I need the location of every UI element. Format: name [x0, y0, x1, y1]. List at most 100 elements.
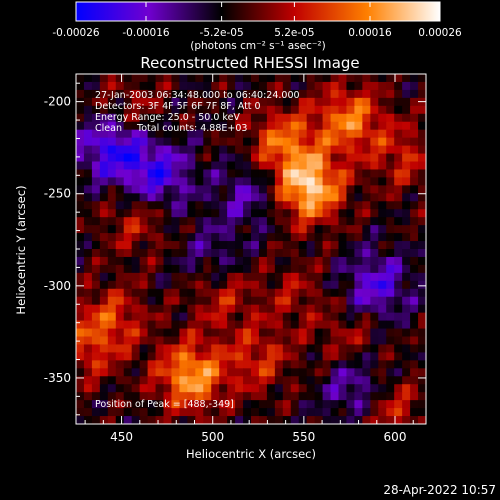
heatmap-cell: [227, 376, 236, 385]
heatmap-cell: [171, 145, 180, 155]
heatmap-cell: [179, 233, 188, 242]
heatmap-cell: [306, 376, 316, 385]
heatmap-cell: [418, 320, 426, 330]
heatmap-cell: [330, 129, 340, 139]
heatmap-cell: [227, 225, 236, 234]
heatmap-cell: [314, 336, 324, 346]
heatmap-cell: [282, 296, 292, 306]
heatmap-cell: [139, 328, 149, 338]
heatmap-cell: [123, 169, 133, 178]
heatmap-cell: [179, 177, 188, 186]
heatmap-cell: [410, 384, 419, 393]
heatmap-cell: [147, 217, 157, 226]
heatmap-cell: [155, 177, 165, 186]
heatmap-cell: [243, 145, 252, 155]
heatmap-cell: [378, 264, 387, 274]
heatmap-cell: [195, 408, 204, 417]
heatmap-cell: [354, 368, 363, 377]
heatmap-cell: [107, 288, 117, 298]
heatmap-cell: [266, 352, 276, 361]
heatmap-cell: [131, 264, 141, 274]
heatmap-cell: [163, 113, 173, 123]
heatmap-cell: [362, 328, 371, 338]
heatmap-cell: [147, 256, 157, 266]
heatmap-cell: [83, 81, 93, 91]
heatmap-cell: [131, 233, 141, 242]
heatmap-cell: [211, 193, 220, 202]
heatmap-cell: [314, 225, 324, 234]
heatmap-cell: [306, 408, 316, 417]
heatmap-cell: [410, 177, 419, 186]
heatmap-cell: [163, 344, 173, 353]
heatmap-cell: [115, 97, 125, 107]
heatmap-cell: [338, 105, 348, 115]
heatmap-cell: [147, 113, 157, 123]
heatmap-cell: [107, 400, 117, 409]
heatmap-cell: [282, 272, 292, 282]
heatmap-cell: [306, 97, 316, 107]
heatmap-cell: [314, 249, 324, 258]
heatmap-cell: [91, 241, 101, 250]
heatmap-cell: [266, 264, 276, 274]
heatmap-cell: [338, 209, 348, 218]
heatmap-cell: [107, 312, 117, 322]
heatmap-cell: [314, 368, 324, 377]
heatmap-cell: [115, 249, 125, 258]
heatmap-cell: [91, 360, 101, 369]
heatmap-cell: [394, 296, 403, 306]
heatmap-cell: [131, 137, 141, 147]
heatmap-cell: [306, 336, 316, 346]
heatmap-cell: [115, 137, 125, 147]
heatmap-cell: [235, 312, 244, 322]
heatmap-cell: [354, 264, 363, 274]
heatmap-cell: [410, 416, 419, 424]
heatmap-cell: [274, 217, 284, 226]
heatmap-cell: [314, 209, 324, 218]
heatmap-cell: [298, 193, 308, 202]
heatmap-cell: [354, 209, 363, 218]
heatmap-cell: [219, 360, 228, 369]
heatmap-cell: [139, 137, 149, 147]
heatmap-cell: [171, 233, 180, 242]
heatmap-cell: [410, 225, 419, 234]
heatmap-cell: [338, 328, 348, 338]
heatmap-cell: [227, 241, 236, 250]
heatmap-cell: [219, 201, 228, 210]
heatmap-cell: [410, 392, 419, 401]
heatmap-cell: [83, 352, 93, 361]
heatmap-cell: [99, 185, 109, 194]
heatmap-cell: [402, 105, 411, 115]
heatmap-cell: [394, 137, 403, 147]
heatmap-cell: [274, 225, 284, 234]
heatmap-cell: [290, 201, 300, 210]
heatmap-cell: [266, 249, 276, 258]
heatmap-cell: [91, 129, 101, 139]
heatmap-cell: [83, 169, 93, 178]
heatmap-cell: [346, 241, 355, 250]
heatmap-cell: [410, 113, 419, 123]
heatmap-cell: [298, 225, 308, 234]
heatmap-cell: [306, 153, 316, 163]
y-tick-label: -250: [44, 187, 71, 201]
heatmap-cell: [235, 408, 244, 417]
heatmap-cell: [362, 280, 371, 290]
heatmap-cell: [147, 74, 157, 83]
heatmap-cell: [298, 360, 308, 369]
heatmap-cell: [410, 344, 419, 353]
y-axis-label: Heliocentric Y (arcsec): [14, 185, 28, 314]
heatmap-cell: [282, 129, 292, 139]
heatmap-cell: [322, 241, 332, 250]
heatmap-cell: [76, 384, 85, 393]
heatmap-cell: [155, 74, 165, 83]
heatmap-cell: [394, 408, 403, 417]
heatmap-cell: [123, 193, 133, 202]
heatmap-cell: [251, 129, 260, 139]
heatmap-cell: [378, 201, 387, 210]
heatmap-cell: [211, 264, 220, 274]
heatmap-cell: [330, 280, 340, 290]
heatmap-cell: [418, 392, 426, 401]
heatmap-cell: [123, 241, 133, 250]
heatmap-cell: [418, 288, 426, 298]
heatmap-cell: [370, 241, 379, 250]
heatmap-cell: [386, 288, 395, 298]
